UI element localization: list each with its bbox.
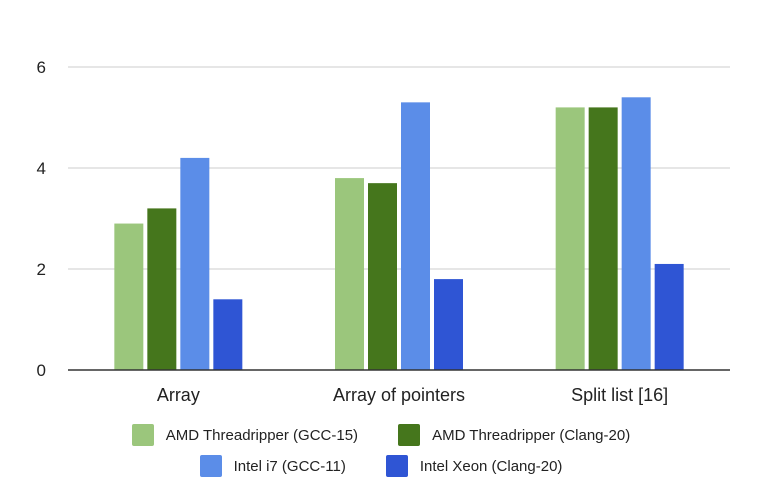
legend-label: Intel Xeon (Clang-20) [419,457,563,475]
y-tick-label: 0 [37,361,46,380]
legend-label: AMD Threadripper (Clang-20) [432,426,631,444]
y-tick-label: 6 [37,58,46,77]
legend-swatch [398,424,421,446]
legend-item: AMD Threadripper (GCC-15) [131,424,359,446]
y-axis-ticks: 0 2 4 6 [37,58,46,380]
y-tick-label: 4 [37,159,46,178]
gridlines [68,66,730,270]
bar [147,208,177,370]
legend-item: AMD Threadripper (Clang-20) [398,424,630,446]
bars [114,97,684,371]
bar [368,183,397,370]
bar [213,299,243,370]
legend-item: Intel Xeon (Clang-20) [385,455,563,477]
bar [555,107,585,371]
legend-swatch [199,455,222,477]
bar [621,97,651,371]
x-tick-label: Split list [16] [571,385,668,405]
bar [180,157,210,370]
legend-row-1: AMD Threadripper (GCC-15) AMD Threadripp… [0,424,762,446]
bar [588,107,618,371]
legend-item: Intel i7 (GCC-11) [199,455,346,477]
bar [401,102,430,370]
x-tick-label: Array [157,385,200,405]
x-axis-labels: Array Array of pointers Split list [16] [157,385,668,405]
bar [434,279,463,370]
legend-swatch [385,455,408,477]
y-tick-label: 2 [37,260,46,279]
legend-label: Intel i7 (GCC-11) [233,457,346,475]
x-tick-label: Array of pointers [333,385,465,405]
bar [114,223,144,370]
bar [654,263,684,370]
bar [335,178,364,370]
legend-swatch [131,424,154,446]
legend-label: AMD Threadripper (GCC-15) [165,426,359,444]
legend-row-2: Intel i7 (GCC-11) Intel Xeon (Clang-20) [0,455,762,477]
